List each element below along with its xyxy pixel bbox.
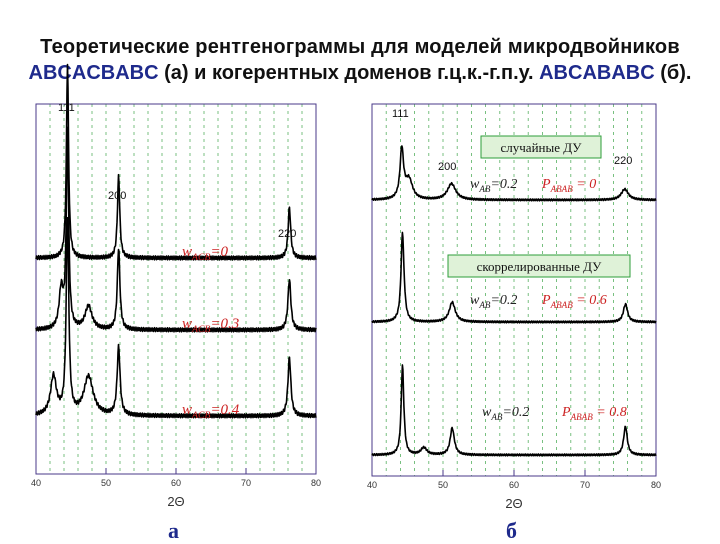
title-text-end: (б).: [654, 62, 692, 84]
series-label-w: wAB=0.2: [470, 177, 517, 194]
title-sequence-b: ABCABABC: [539, 62, 655, 84]
x-tick-label: 40: [31, 478, 41, 488]
x-tick-label: 60: [171, 478, 181, 488]
series-line: [35, 126, 317, 333]
series-line: [371, 364, 657, 457]
title-sequence-a: ABCACBABC: [28, 62, 159, 84]
peak-label: 111: [58, 102, 75, 114]
x-tick-label: 80: [651, 480, 661, 490]
peak-label: 220: [614, 155, 632, 167]
x-tick-label: 80: [311, 478, 321, 488]
series-label-w: wAB=0.2: [482, 405, 529, 422]
annotation-box-label: скоррелированные ДУ: [477, 259, 603, 274]
series-line: [35, 216, 317, 419]
panel-letter-a: а: [168, 518, 179, 543]
x-axis-label: 2Θ: [505, 496, 522, 511]
series-line: [371, 145, 657, 202]
series-label-p: PABAB = 0: [541, 177, 596, 194]
series-label-w: wAB=0.2: [470, 293, 517, 310]
x-axis-label: 2Θ: [167, 494, 184, 509]
panel-letter-b: б: [506, 518, 517, 543]
series-line: [35, 63, 317, 261]
x-tick-label: 70: [580, 480, 590, 490]
title-text-middle: (а) и когерентных доменов г.ц.к.-г.п.у.: [158, 62, 540, 84]
annotation-box-label: случайные ДУ: [501, 140, 583, 155]
series-label-p: PABAB = 0.6: [541, 293, 607, 310]
x-tick-label: 60: [509, 480, 519, 490]
peak-label: 220: [278, 228, 296, 240]
annotation-box: [447, 254, 631, 278]
x-tick-label: 70: [241, 478, 251, 488]
x-tick-label: 50: [438, 480, 448, 490]
series-label: wACB=0: [182, 244, 229, 263]
peak-label: 111: [392, 108, 409, 120]
series-label-p: PABAB = 0.8: [561, 405, 627, 422]
x-tick-label: 50: [101, 478, 111, 488]
title-line-1: Теоретические рентгенограммы для моделей…: [40, 36, 680, 58]
peak-label: 200: [108, 190, 126, 202]
title-line-2: ABCACBABC (а) и когерентных доменов г.ц.…: [0, 62, 720, 85]
x-tick-label: 40: [367, 480, 377, 490]
series-label: wACB=0.3: [182, 316, 239, 335]
series-line: [371, 231, 657, 324]
annotation-box: [480, 135, 602, 159]
peak-label: 200: [438, 161, 456, 173]
series-label: wACB=0.4: [182, 402, 240, 421]
